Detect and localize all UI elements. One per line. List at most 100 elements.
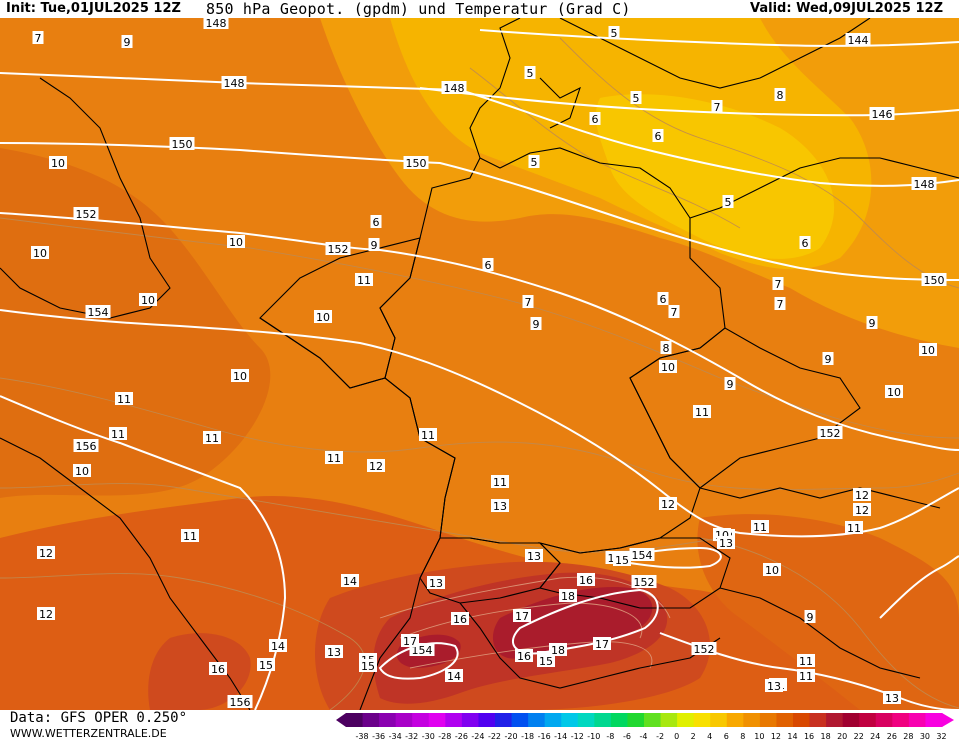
- temperature-label: 16: [517, 650, 531, 663]
- legend-swatch: [445, 713, 463, 727]
- legend-swatch: [412, 713, 430, 727]
- temperature-label: 5: [725, 196, 732, 209]
- geopotential-label: 152: [634, 576, 655, 589]
- legend-swatch: [594, 713, 612, 727]
- geopotential-label: 15: [259, 659, 273, 672]
- temperature-label-box: [804, 610, 816, 623]
- temperature-label-box: [845, 521, 863, 534]
- temperature-label-box: [866, 316, 878, 329]
- temperature-label: 11: [695, 406, 709, 419]
- temperature-label-box: [355, 273, 373, 286]
- temperature-label-box: [513, 609, 531, 622]
- temperature-label-box: [630, 91, 642, 104]
- temperature-label-box: [341, 574, 359, 587]
- legend-swatch: [627, 713, 645, 727]
- geopotential-label: 156: [76, 440, 97, 453]
- temperature-label-box: [528, 155, 540, 168]
- legend-swatch: [793, 713, 811, 727]
- temperature-label-box: [589, 112, 601, 125]
- temperature-label: 13: [527, 550, 541, 563]
- chart-title: 850 hPa Geopot. (gpdm) und Temperatur (G…: [206, 0, 631, 18]
- legend-swatch: [577, 713, 595, 727]
- temperature-label: 12: [661, 498, 675, 511]
- temperature-label-box: [37, 546, 55, 559]
- website-url: WWW.WETTERZENTRALE.DE: [10, 727, 167, 740]
- temperature-label: 8: [663, 342, 670, 355]
- temperature-label: 11: [205, 432, 219, 445]
- temperature-label: 11: [357, 274, 371, 287]
- legend-swatch: [362, 713, 380, 727]
- temperature-label: 5: [633, 92, 640, 105]
- temperature-label: 6: [655, 130, 662, 143]
- temperature-label: 16: [211, 663, 225, 676]
- legend-swatch: [677, 713, 695, 727]
- temperature-label-box: [724, 377, 736, 390]
- temperature-label: 17: [403, 635, 417, 648]
- legend-tick-label: 16: [804, 732, 814, 741]
- legend-tick-label: -8: [606, 732, 614, 741]
- temperature-label-box: [711, 100, 723, 113]
- border-france-east: [259, 317, 456, 710]
- temperature-label-box: [445, 669, 463, 682]
- temperature-label-box: [227, 235, 245, 248]
- header-bar: Init: Tue,01JUL2025 12Z 850 hPa Geopot. …: [0, 0, 959, 18]
- temperature-label-box: [559, 589, 577, 602]
- legend-tick-label: -26: [455, 732, 468, 741]
- temperature-label-box: [883, 691, 901, 704]
- temperature-label: 11: [111, 428, 125, 441]
- legend-tick-label: -18: [521, 732, 534, 741]
- temperature-label: 14: [447, 670, 461, 683]
- temp-zone-se: [697, 514, 959, 710]
- temperature-label-box: [325, 451, 343, 464]
- init-time: Init: Tue,01JUL2025 12Z: [6, 1, 181, 16]
- temperature-label-box: [49, 156, 67, 169]
- temperature-label: 6: [373, 216, 380, 229]
- legend-swatch: [875, 713, 893, 727]
- legend-swatch: [511, 713, 529, 727]
- temperature-label: 9: [825, 353, 832, 366]
- temperature-label: 10: [921, 344, 935, 357]
- legend-tick-label: 32: [936, 732, 946, 741]
- legend-tick-label: -16: [538, 732, 551, 741]
- legend-tick-label: -28: [438, 732, 451, 741]
- temperature-label: 11: [327, 452, 341, 465]
- temperature-label-box: [660, 341, 672, 354]
- legend-arrow-left: [336, 713, 346, 727]
- geopotential-label: 154: [412, 644, 433, 657]
- isoline-152: [0, 212, 959, 451]
- legend-swatch: [826, 713, 844, 727]
- temperature-label: 9: [533, 318, 540, 331]
- legend-swatch: [859, 713, 877, 727]
- temperature-label: 11: [183, 530, 197, 543]
- geopotential-label: 148: [914, 178, 935, 191]
- legend-swatch: [925, 713, 943, 727]
- temperature-label-box: [37, 607, 55, 620]
- temperature-label-box: [693, 405, 711, 418]
- legend-tick-label: -12: [571, 732, 584, 741]
- temperature-label: 14: [343, 575, 357, 588]
- geopotential-label: 148: [224, 77, 245, 90]
- temperature-label: 11: [421, 429, 435, 442]
- temperature-label: 13: [719, 537, 733, 550]
- temperature-label: 13: [493, 500, 507, 513]
- geopotential-label-box: [73, 439, 99, 452]
- legend-tick-label: 24: [870, 732, 880, 741]
- temperature-label: 11: [799, 670, 813, 683]
- legend-tick-label: 22: [854, 732, 864, 741]
- country-borders: [0, 18, 959, 710]
- temperature-label: 10: [887, 386, 901, 399]
- isoline-150c: [879, 555, 959, 619]
- geopotential-label: 152: [820, 427, 841, 440]
- temperature-label: 16: [579, 574, 593, 587]
- legend-tick-label: -32: [405, 732, 418, 741]
- footer-bar: Data: GFS OPER 0.250° WWW.WETTERZENTRALE…: [0, 710, 959, 741]
- temperature-label: 12: [855, 489, 869, 502]
- isoline-148: [0, 72, 959, 187]
- temperature-label-box: [853, 488, 871, 501]
- legend-swatch: [660, 713, 678, 727]
- temperature-label: 7: [714, 101, 721, 114]
- legend-tick-label: 8: [740, 732, 745, 741]
- valid-time: Valid: Wed,09JUL2025 12Z: [750, 1, 943, 16]
- temperature-label-box: [32, 31, 44, 44]
